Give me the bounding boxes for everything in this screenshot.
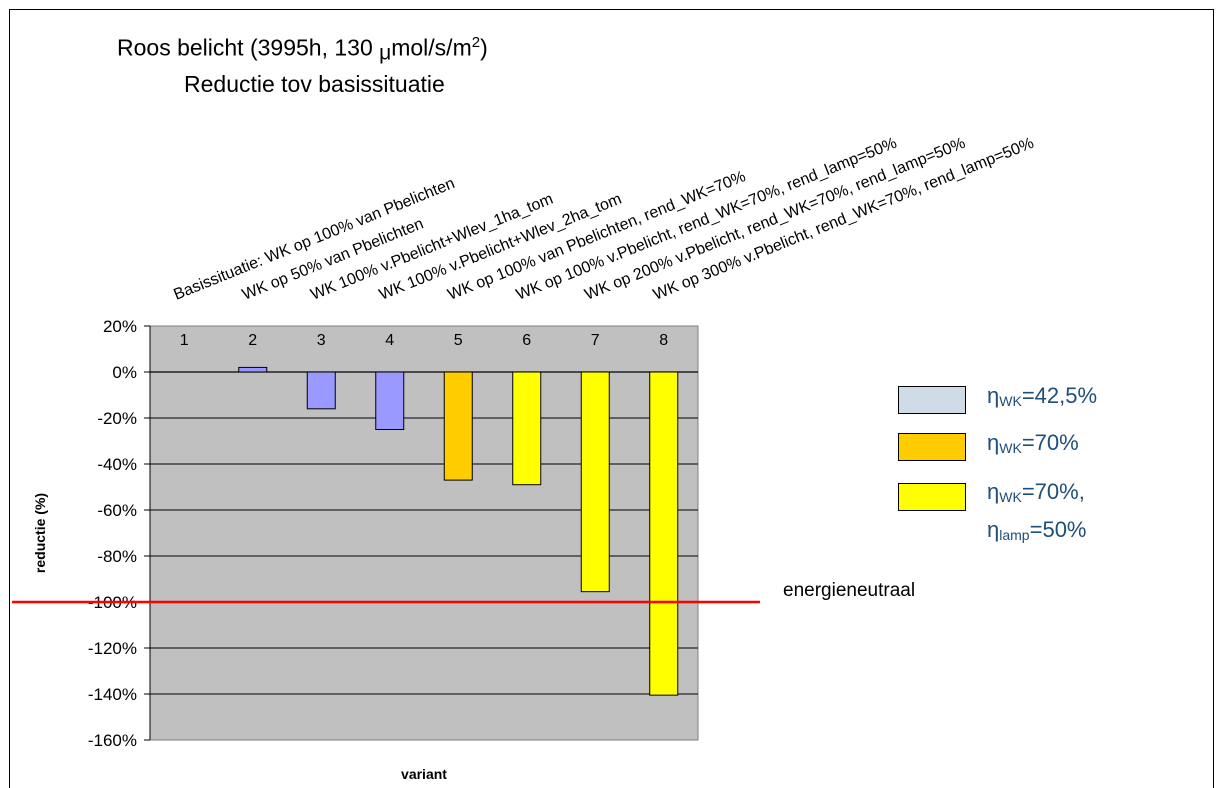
- category-label-5: 5: [454, 332, 463, 349]
- category-label-6: 6: [522, 332, 531, 349]
- legend-swatch-3: [898, 483, 966, 511]
- legend-swatch-1: [898, 386, 966, 414]
- category-label-2: 2: [248, 332, 257, 349]
- y-axis-title: reductie (%): [32, 493, 48, 573]
- bar-8: [650, 372, 678, 695]
- category-label-8: 8: [659, 332, 668, 349]
- category-label-7: 7: [591, 332, 600, 349]
- y-tick-label: -40%: [97, 455, 137, 474]
- plot-area: [150, 326, 698, 740]
- legend-label-3-line2: ηlamp=50%: [987, 517, 1087, 543]
- y-tick-label: 0%: [112, 363, 137, 382]
- y-tick-label: 20%: [103, 317, 137, 336]
- y-tick-label: -120%: [88, 639, 137, 658]
- category-label-1: 1: [180, 332, 189, 349]
- reference-line-label: energieneutraal: [783, 580, 915, 602]
- category-label-3: 3: [317, 332, 326, 349]
- legend-label-2: ηWK=70%: [987, 430, 1079, 456]
- bar-7: [581, 372, 609, 592]
- bar-3: [307, 372, 335, 409]
- y-tick-label: -140%: [88, 685, 137, 704]
- legend-swatch-2: [898, 433, 966, 461]
- y-tick-label: -20%: [97, 409, 137, 428]
- y-tick-label: -60%: [97, 501, 137, 520]
- y-tick-label: -160%: [88, 731, 137, 750]
- legend-label-3: ηWK=70%,: [987, 479, 1085, 505]
- bar-2: [239, 367, 267, 372]
- y-tick-label: -80%: [97, 547, 137, 566]
- bar-5: [444, 372, 472, 480]
- bar-4: [376, 372, 404, 430]
- category-label-4: 4: [385, 332, 394, 349]
- legend-label-1: ηWK=42,5%: [987, 383, 1097, 409]
- bar-6: [513, 372, 541, 485]
- x-axis-title: variant: [401, 766, 447, 782]
